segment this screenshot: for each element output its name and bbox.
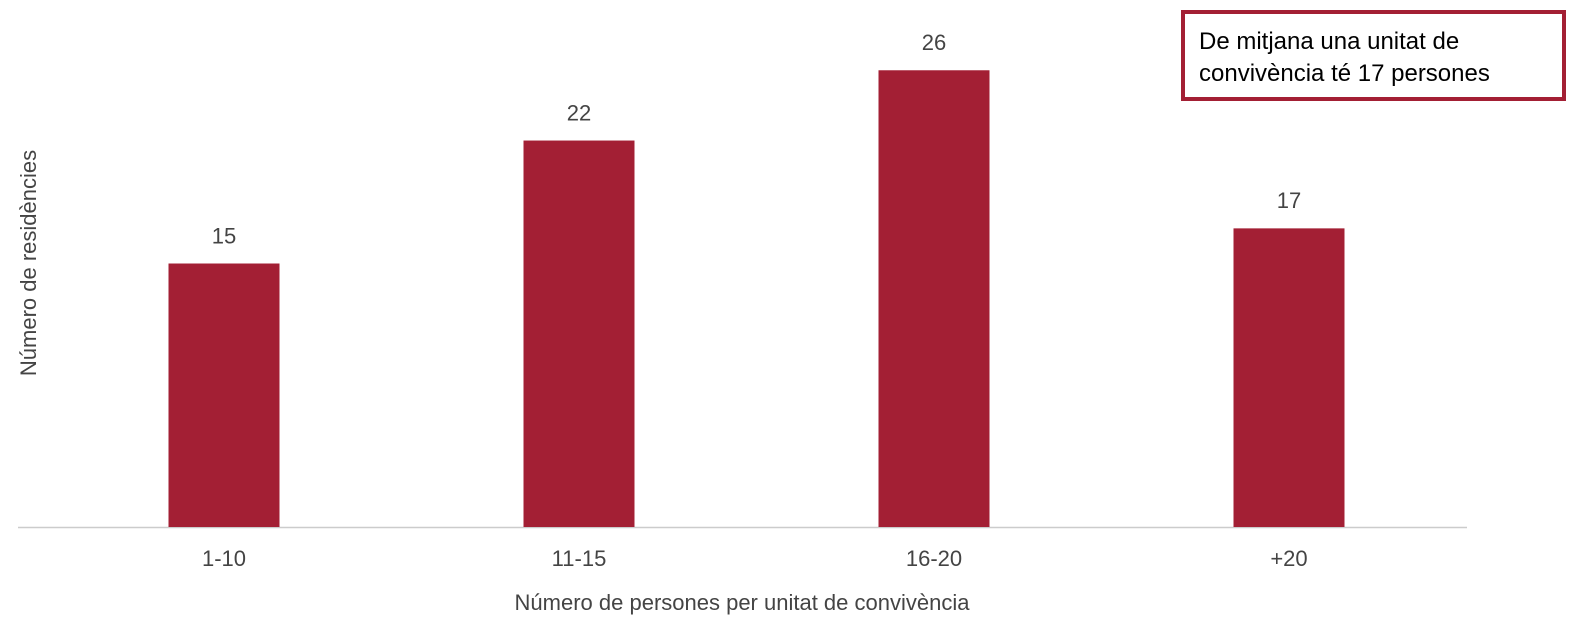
bar [523, 140, 635, 528]
x-tick-label: 16-20 [906, 546, 962, 571]
data-label: 22 [567, 100, 591, 125]
x-tick-label: +20 [1270, 546, 1307, 571]
data-label: 17 [1277, 188, 1301, 213]
x-tick-label: 1-10 [202, 546, 246, 571]
data-label: 15 [212, 223, 236, 248]
bar [878, 70, 990, 528]
data-label: 26 [922, 30, 946, 55]
x-axis-title: Número de persones per unitat de convivè… [515, 590, 971, 615]
x-tick-label: 11-15 [552, 546, 607, 571]
annotation: De mitjana una unitat de convivència té … [1181, 10, 1566, 101]
y-axis-title: Número de residències [16, 150, 41, 376]
bar [1233, 228, 1345, 527]
bar [168, 263, 280, 527]
